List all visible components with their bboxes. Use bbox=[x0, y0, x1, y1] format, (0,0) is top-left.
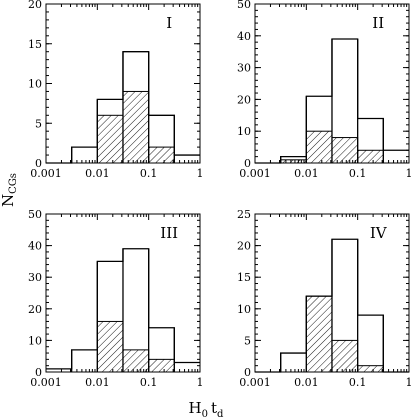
y-tick-label: 5 bbox=[244, 334, 251, 347]
hatched-bar bbox=[148, 146, 175, 164]
y-tick-label: 15 bbox=[237, 271, 251, 284]
y-tick-label: 50 bbox=[28, 208, 42, 221]
y-tick-label: 40 bbox=[28, 240, 42, 253]
y-tick-label: 30 bbox=[28, 271, 42, 284]
y-tick-label: 20 bbox=[237, 93, 251, 106]
panel-4: 0 5 10 15 20 25 0.001 0.01 0.1 1 IV bbox=[237, 208, 413, 389]
y-tick-label: 15 bbox=[28, 38, 42, 51]
y-tick-label: 50 bbox=[237, 0, 251, 11]
x-tick-label: 1 bbox=[406, 167, 413, 180]
hatched-bar bbox=[331, 339, 359, 373]
y-tick-label: 0 bbox=[244, 157, 251, 170]
x-tick-label: 1 bbox=[197, 167, 204, 180]
hatched-bar bbox=[96, 320, 124, 373]
y-tick-label: 5 bbox=[35, 117, 42, 130]
x-tick-label: 0.001 bbox=[239, 376, 271, 389]
x-tick-label: 0.01 bbox=[294, 167, 319, 180]
x-tick-label: 0.001 bbox=[239, 167, 271, 180]
x-tick-label: 0.01 bbox=[85, 167, 110, 180]
x-tick-label: 1 bbox=[406, 376, 413, 389]
x-tick-label: 0.001 bbox=[30, 376, 62, 389]
panel-label: IV bbox=[370, 224, 388, 242]
x-tick-label: 0.1 bbox=[140, 167, 158, 180]
hatched-bar bbox=[122, 90, 150, 164]
y-tick-label: 0 bbox=[35, 157, 42, 170]
hatched-bar bbox=[305, 130, 333, 164]
y-tick-label: 20 bbox=[28, 303, 42, 316]
y-tick-label: 0 bbox=[244, 366, 251, 379]
hatched-bar bbox=[331, 137, 359, 164]
hatched-bar bbox=[357, 149, 384, 164]
y-tick-label: 10 bbox=[28, 78, 42, 91]
hatched-bar bbox=[305, 295, 333, 373]
x-axis-title: H0 td bbox=[189, 399, 225, 420]
panel-3: 0 10 20 30 40 50 0.001 0.01 0.1 1 III bbox=[28, 208, 204, 389]
panel-label: I bbox=[166, 14, 172, 32]
y-axis-title: NCGs bbox=[0, 173, 19, 207]
panel-label: III bbox=[160, 224, 178, 242]
panel-label: II bbox=[372, 14, 384, 32]
hatched-bar bbox=[122, 349, 150, 373]
y-tick-label: 30 bbox=[237, 62, 251, 75]
hatched-bar bbox=[96, 114, 124, 164]
y-tick-label: 40 bbox=[237, 30, 251, 43]
x-tick-label: 0.01 bbox=[85, 376, 110, 389]
panel-frame bbox=[254, 213, 410, 373]
y-tick-label: 20 bbox=[237, 240, 251, 253]
hatched-bar bbox=[148, 358, 175, 373]
y-tick-label: 25 bbox=[237, 208, 251, 221]
y-tick-label: 20 bbox=[28, 0, 42, 11]
x-tick-label: 0.001 bbox=[30, 167, 62, 180]
x-tick-label: 0.1 bbox=[140, 376, 158, 389]
panel-frame bbox=[45, 213, 201, 373]
panel-frame bbox=[254, 3, 410, 164]
y-tick-label: 0 bbox=[35, 366, 42, 379]
x-tick-label: 0.1 bbox=[349, 167, 367, 180]
y-tick-label: 10 bbox=[28, 334, 42, 347]
x-tick-label: 1 bbox=[197, 376, 204, 389]
hatched-bar bbox=[357, 365, 384, 373]
y-tick-label: 10 bbox=[237, 125, 251, 138]
y-tick-label: 10 bbox=[237, 303, 251, 316]
panel-2: 0 10 20 30 40 50 0.001 0.01 0.1 1 II bbox=[237, 0, 413, 180]
x-tick-label: 0.1 bbox=[349, 376, 367, 389]
panel-1: 0 5 10 15 20 0.001 0.01 0.1 1 I bbox=[28, 0, 204, 180]
x-tick-label: 0.01 bbox=[294, 376, 319, 389]
